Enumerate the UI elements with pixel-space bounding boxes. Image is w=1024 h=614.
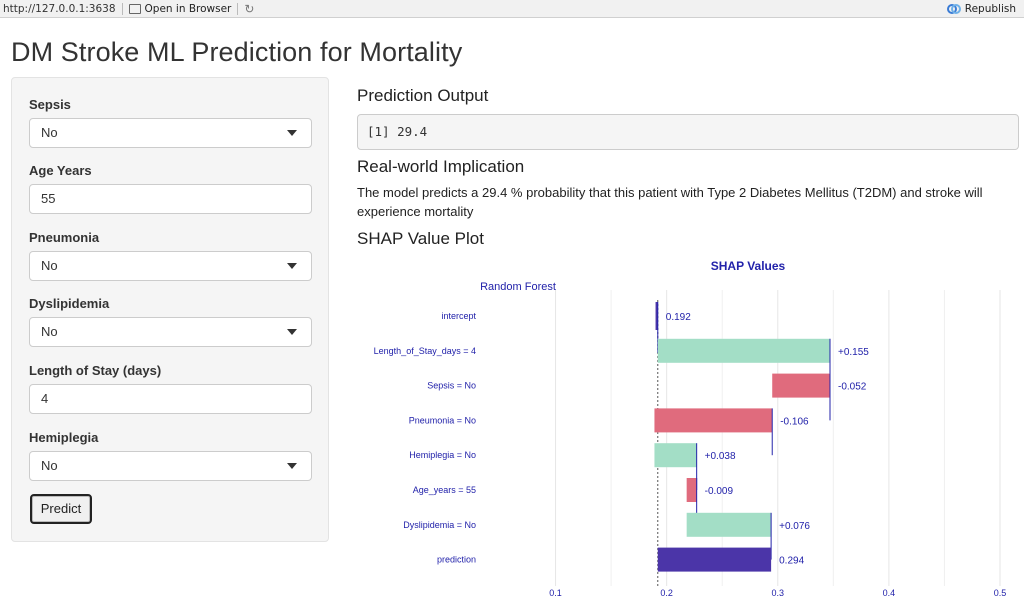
caret-down-icon xyxy=(287,329,297,335)
url-text[interactable]: http://127.0.0.1:3638 xyxy=(3,2,116,15)
age-years-input[interactable]: 55 xyxy=(29,184,312,214)
shap-bar-negative xyxy=(654,408,773,433)
x-tick-label: 0.3 xyxy=(772,588,785,598)
shap-bar-positive xyxy=(686,512,772,537)
hemiplegia-label: Hemiplegia xyxy=(29,430,99,445)
bars xyxy=(654,302,831,572)
shap-bar-negative xyxy=(772,373,830,398)
predict-button[interactable]: Predict xyxy=(30,494,92,524)
x-tick-label: 0.5 xyxy=(994,588,1007,598)
x-tick-label: 0.2 xyxy=(660,588,673,598)
value-labels: 0.192 +0.155 -0.052 -0.106 +0.038 -0.009 +0.07… xyxy=(666,312,870,567)
row-label: Hemiplegia = No xyxy=(409,450,476,460)
pneumonia-select[interactable]: No xyxy=(29,251,312,281)
row-label: intercept xyxy=(441,311,476,321)
page-title: DM Stroke ML Prediction for Mortality xyxy=(11,37,463,67)
viewer-toolbar: http://127.0.0.1:3638 Open in Browser ↻ … xyxy=(0,0,1024,18)
row-label: Dyslipidemia = No xyxy=(403,520,476,530)
caret-down-icon xyxy=(287,130,297,136)
shap-bar-positive xyxy=(657,338,830,363)
row-label: Length_of_Stay_days = 4 xyxy=(374,346,476,356)
shap-plot-heading: SHAP Value Plot xyxy=(357,229,484,248)
pneumonia-label: Pneumonia xyxy=(29,230,100,245)
toolbar-divider xyxy=(237,2,239,15)
shap-bar-intercept xyxy=(655,302,658,330)
shap-bar-prediction xyxy=(657,547,772,572)
age-years-label: Age Years xyxy=(29,163,92,178)
row-label: prediction xyxy=(437,555,476,565)
refresh-icon[interactable]: ↻ xyxy=(244,1,255,16)
caret-down-icon xyxy=(287,463,297,469)
length-of-stay-label: Length of Stay (days) xyxy=(29,363,162,378)
x-tick-label: 0.4 xyxy=(883,588,896,598)
caret-down-icon xyxy=(287,263,297,269)
row-label: Pneumonia = No xyxy=(409,415,476,425)
x-tick-labels: 0.1 0.2 0.3 0.4 0.5 xyxy=(549,588,1006,598)
prediction-output-heading: Prediction Output xyxy=(357,86,489,105)
republish-icon xyxy=(946,4,961,14)
x-tick-label: 0.1 xyxy=(549,588,562,598)
toolbar-divider xyxy=(121,2,123,15)
hemiplegia-value: No xyxy=(41,458,58,473)
open-in-browser-label: Open in Browser xyxy=(144,2,232,15)
row-labels: intercept Length_of_Stay_days = 4 Sepsis =… xyxy=(374,311,477,565)
gridlines xyxy=(555,290,1001,586)
hemiplegia-select[interactable]: No xyxy=(29,451,312,481)
value-label: +0.155 xyxy=(838,347,869,358)
value-label: -0.052 xyxy=(838,382,867,393)
sepsis-select[interactable]: No xyxy=(29,118,312,148)
sepsis-label: Sepsis xyxy=(29,97,71,112)
prediction-output-box: [1] 29.4 xyxy=(357,114,1019,150)
row-label: Sepsis = No xyxy=(427,381,476,391)
value-label: 0.192 xyxy=(666,312,691,323)
value-label: 0.294 xyxy=(779,556,804,567)
shap-bar-positive xyxy=(654,443,697,468)
input-panel: Sepsis No Age Years 55 Pneumonia No Dysl… xyxy=(11,77,329,542)
dyslipidemia-select[interactable]: No xyxy=(29,317,312,347)
chart-title: SHAP Values xyxy=(711,259,786,273)
value-label: +0.076 xyxy=(779,521,810,532)
chart-subtitle: Random Forest xyxy=(480,281,556,293)
open-in-browser-button[interactable]: Open in Browser xyxy=(128,2,232,15)
shap-bar-negative xyxy=(686,478,697,502)
dyslipidemia-label: Dyslipidemia xyxy=(29,296,110,311)
open-in-browser-icon xyxy=(128,3,141,14)
real-world-implication-heading: Real-world Implication xyxy=(357,157,525,176)
republish-button[interactable]: Republish xyxy=(946,0,1016,18)
row-label: Age_years = 55 xyxy=(413,485,476,495)
dyslipidemia-value: No xyxy=(41,324,58,339)
republish-label: Republish xyxy=(964,3,1016,15)
value-label: -0.009 xyxy=(705,486,734,497)
sepsis-value: No xyxy=(41,125,58,140)
implication-text: The model predicts a 29.4 % probability … xyxy=(357,185,983,219)
pneumonia-value: No xyxy=(41,258,58,273)
length-of-stay-input[interactable]: 4 xyxy=(29,384,312,414)
value-label: -0.106 xyxy=(780,416,809,427)
value-label: +0.038 xyxy=(705,451,736,462)
shap-value-plot: intercept Length_of_Stay_days = 4 Sepsis =… xyxy=(374,259,1007,598)
